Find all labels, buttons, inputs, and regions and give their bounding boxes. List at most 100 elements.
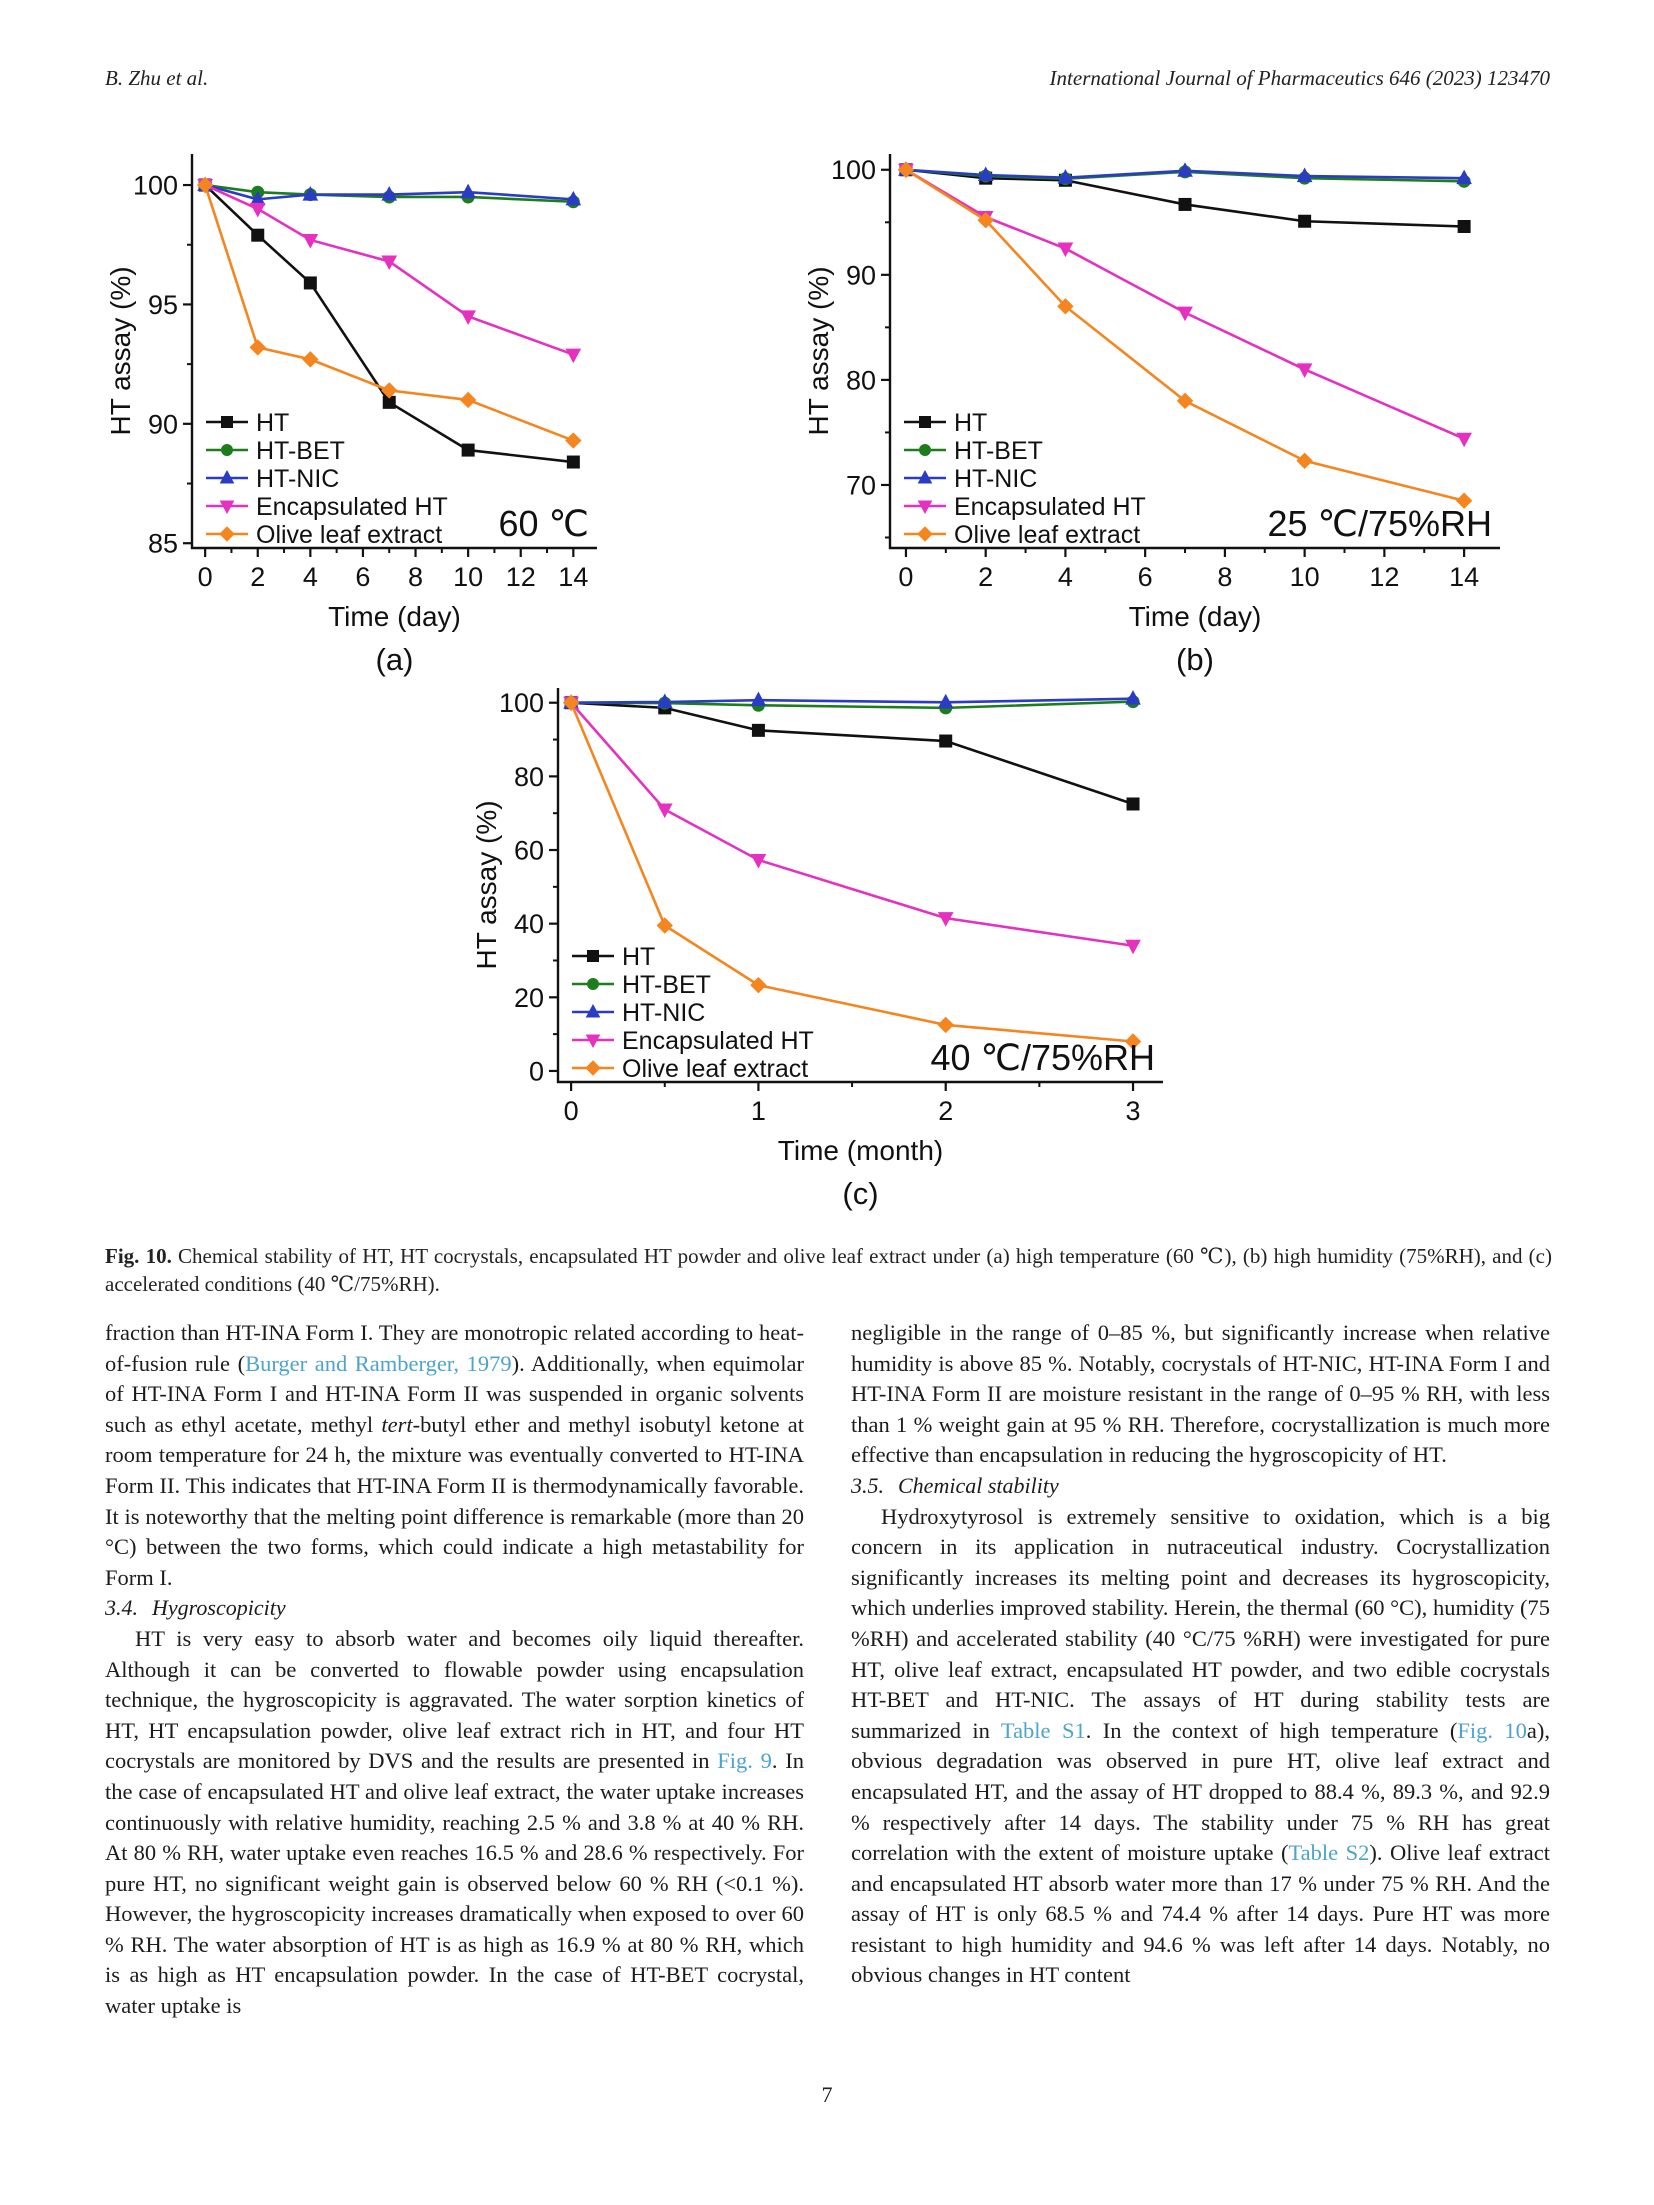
marker-triangle-down: [1125, 939, 1141, 955]
x-tick-label: 0: [898, 562, 913, 592]
text-segment: a), obvious degradation was observed in …: [851, 1717, 1551, 1866]
legend-label: HT-BET: [622, 971, 711, 999]
series-olive-leaf-extract: [196, 176, 582, 449]
series-line: [905, 168, 1465, 502]
marker-diamond: [381, 382, 398, 399]
axis-lines: [556, 688, 1163, 1084]
marker-triangle-down: [585, 1034, 601, 1049]
y-tick-label: 85: [148, 529, 178, 559]
marker-diamond: [897, 161, 915, 178]
x-tick-label: 10: [453, 562, 483, 592]
marker-triangle-up: [302, 186, 319, 201]
figure-caption-text: Chemical stability of HT, HT cocrystals,…: [105, 1244, 1552, 1296]
marker-diamond: [977, 211, 994, 229]
y-tick-label: 60: [514, 835, 544, 865]
citation-link[interactable]: Burger and Ramberger, 1979: [245, 1350, 512, 1376]
marker-diamond: [219, 526, 235, 542]
x-tick-label: 14: [558, 562, 588, 592]
x-tick-label: 3: [1126, 1096, 1141, 1126]
series-line: [571, 701, 1134, 806]
legend-label: HT: [256, 409, 289, 437]
marker-triangle-up: [585, 1003, 601, 1018]
marker-square: [919, 416, 931, 428]
series-line: [203, 184, 574, 442]
marker-triangle-down: [219, 500, 235, 515]
x-tick-label: 0: [564, 1096, 579, 1126]
legend-label: Olive leaf extract: [954, 521, 1140, 549]
x-tick-label: 12: [1369, 562, 1399, 592]
condition-label: 25 ℃/75%RH: [1267, 503, 1492, 544]
marker-triangle-up: [460, 183, 476, 199]
series-line: [204, 183, 574, 356]
x-tick-label: 8: [1217, 562, 1232, 592]
x-tick-label: 2: [938, 1096, 953, 1126]
text-segment: . In the case of encapsulated HT and oli…: [105, 1748, 804, 2019]
marker-triangle-down: [917, 500, 933, 515]
marker-square: [1298, 214, 1312, 228]
marker-diamond: [656, 917, 673, 934]
marker-square: [221, 416, 233, 428]
axes: 85 90 95 100 0 2 4 6 8 10 12 14 Time (day) HT assay (…: [105, 154, 597, 677]
paragraph: Hydroxytyrosol is extremely sensitive to…: [851, 1502, 1550, 1992]
y-tick-label: 95: [148, 290, 178, 320]
marker-square: [1178, 197, 1192, 211]
text-segment: . In the context of high temperature (: [1085, 1717, 1458, 1743]
citation-link[interactable]: Fig. 9: [717, 1748, 772, 1774]
marker-triangle-down: [565, 348, 582, 364]
axis-lines: [190, 154, 597, 550]
legend-label: HT-BET: [954, 437, 1043, 465]
y-tick-label: 70: [846, 470, 876, 500]
series-line: [905, 168, 1465, 228]
x-tick-label: 14: [1449, 562, 1479, 592]
y-tick-label: 80: [514, 762, 544, 792]
marker-triangle-down: [1057, 242, 1074, 258]
legend-label: HT-NIC: [256, 465, 339, 493]
figure-caption-label: Fig. 10.: [105, 1244, 172, 1268]
marker-diamond: [196, 176, 214, 194]
marker-square: [939, 734, 953, 748]
series-encapsulated-ht: [197, 179, 582, 364]
marker-triangle-down: [1177, 306, 1193, 322]
marker-diamond: [302, 351, 319, 368]
marker-diamond: [1057, 298, 1074, 315]
marker-diamond: [1176, 392, 1194, 410]
x-axis-title: Time (month): [778, 1135, 943, 1166]
marker-circle: [221, 444, 233, 456]
legend-label: Olive leaf extract: [622, 1055, 808, 1083]
marker-triangle-down: [249, 202, 266, 218]
marker-triangle-down: [750, 853, 767, 869]
marker-triangle-up: [1456, 169, 1472, 185]
citation-link[interactable]: Table S2: [1288, 1840, 1370, 1866]
marker-triangle-up: [1177, 162, 1193, 177]
section-heading-3-4: 3.4. Hygroscopicity: [105, 1593, 804, 1624]
body-column-left: fraction than HT-INA Form I. They are mo…: [105, 1318, 804, 2022]
series-olive-leaf-extract: [897, 161, 1473, 509]
text-segment: ). Additionally, when equimolar of HT-IN…: [105, 1350, 804, 1437]
marker-triangle-down: [656, 803, 673, 819]
subplot-label: (c): [842, 1176, 878, 1211]
text-segment: negligible in the range of 0–85 %, but s…: [851, 1320, 1550, 1468]
y-tick-label: 0: [529, 1056, 544, 1086]
body-column-right: negligible in the range of 0–85 %, but s…: [851, 1318, 1550, 1991]
legend-label: HT-BET: [256, 437, 345, 465]
marker-square: [303, 276, 317, 290]
series-olive-leaf-extract: [562, 694, 1142, 1050]
citation-link[interactable]: Fig. 10: [1457, 1717, 1527, 1743]
legend-label: HT-NIC: [622, 999, 705, 1027]
x-tick-label: 12: [506, 562, 536, 592]
legend-label: HT: [954, 409, 987, 437]
marker-triangle-down: [937, 912, 954, 927]
marker-triangle-up: [381, 186, 398, 201]
series-line: [905, 168, 1465, 180]
citation-link[interactable]: Table S1: [1000, 1717, 1086, 1743]
running-head-authors: B. Zhu et al.: [105, 66, 209, 90]
paragraph: negligible in the range of 0–85 %, but s…: [851, 1318, 1550, 1471]
y-tick-label: 90: [148, 409, 178, 439]
chart-b-25c-75rh: 70 80 90 100 0 2 4 6 8 10 12 14 Time (day) HT assay (…: [803, 154, 1500, 677]
section-title: Hygroscopicity: [152, 1595, 286, 1621]
paragraph: HT is very easy to absorb water and beco…: [105, 1624, 804, 2022]
